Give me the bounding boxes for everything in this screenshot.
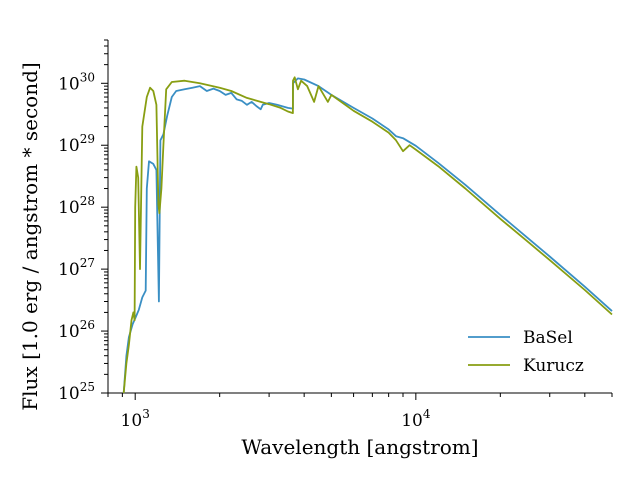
legend-label: Kurucz (523, 356, 584, 376)
legend-item-basel: BaSel (468, 328, 573, 348)
y-tick-label: 1030 (58, 70, 95, 94)
legend: BaSel Kurucz (468, 328, 584, 376)
x-tick-label: 104 (401, 407, 431, 431)
y-axis-label: Flux [1.0 erg / angstrom * second] (18, 62, 42, 410)
y-tick-label: 1026 (58, 318, 95, 342)
x-axis-label: Wavelength [angstrom] (241, 435, 478, 459)
x-ticks: 103 104 (107, 393, 613, 431)
plot-area: 103 104 1025 1026 1027 1028 1029 1030 (58, 39, 613, 431)
y-tick-label: 1029 (58, 132, 95, 156)
series-line-basel (122, 77, 613, 394)
y-tick-label: 1028 (58, 194, 95, 218)
legend-item-kurucz: Kurucz (468, 356, 584, 376)
series-layer (122, 76, 613, 394)
y-tick-label: 1027 (58, 256, 95, 280)
y-tick-label: 1025 (58, 380, 95, 404)
y-ticks: 1025 1026 1027 1028 1029 1030 (58, 39, 108, 404)
x-tick-label: 103 (121, 407, 150, 431)
series-line-kurucz (122, 76, 613, 394)
legend-label: BaSel (523, 328, 573, 348)
